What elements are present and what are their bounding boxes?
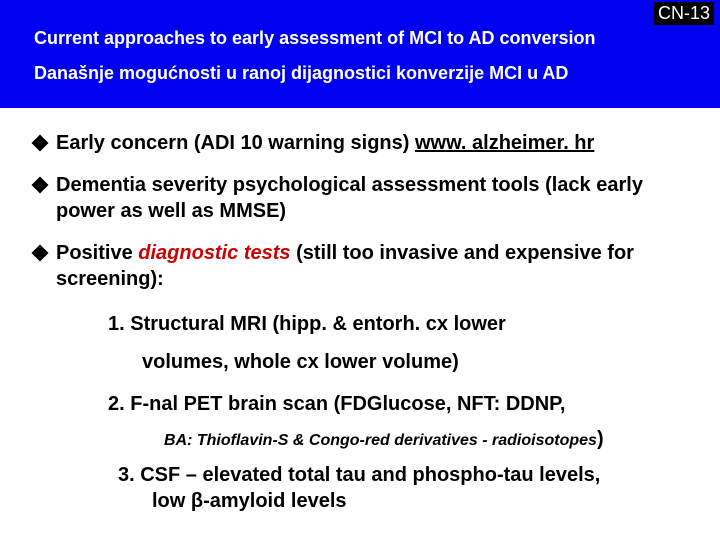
slide-content: Early concern (ADI 10 warning signs) www… [0, 108, 720, 524]
diamond-icon [32, 177, 49, 194]
numbered-item-2: 2. F-nal PET brain scan (FDGlucose, NFT:… [108, 388, 686, 420]
slide-number: CN-13 [654, 2, 714, 25]
bullet-text: Positive diagnostic tests (still too inv… [56, 240, 686, 292]
numbered-item-1b: volumes, whole cx lower volume) [142, 346, 686, 378]
numbered-item-2-sub: BA: Thioflavin-S & Congo-red derivatives… [164, 426, 686, 452]
sub-text: BA: Thioflavin-S & Congo-red derivatives… [164, 432, 597, 449]
numbered-item-3a: 3. CSF – elevated total tau and phospho-… [118, 462, 686, 488]
diamond-icon [32, 135, 49, 152]
sub-paren: ) [597, 428, 604, 450]
emphasis-text: diagnostic tests [138, 242, 290, 264]
bullet-pre: Positive [56, 242, 138, 264]
bullet-early-concern: Early concern (ADI 10 warning signs) www… [34, 130, 686, 156]
bullet-dementia-tools: Dementia severity psychological assessme… [34, 172, 686, 224]
bullet-diagnostic-tests: Positive diagnostic tests (still too inv… [34, 240, 686, 292]
slide-header: Current approaches to early assessment o… [0, 0, 720, 108]
bullet-text: Dementia severity psychological assessme… [56, 172, 686, 224]
bullet-text: Early concern (ADI 10 warning signs) www… [56, 130, 686, 156]
diamond-icon [32, 245, 49, 262]
header-title-en: Current approaches to early assessment o… [34, 28, 686, 49]
numbered-item-1a: 1. Structural MRI (hipp. & entorh. cx lo… [108, 308, 686, 340]
header-title-hr: Današnje mogućnosti u ranoj dijagnostici… [34, 63, 686, 84]
numbered-item-3b: low β-amyloid levels [152, 488, 686, 514]
link-alzheimer[interactable]: www. alzheimer. hr [415, 132, 594, 154]
bullet-pre: Early concern (ADI 10 warning signs) [56, 132, 415, 154]
